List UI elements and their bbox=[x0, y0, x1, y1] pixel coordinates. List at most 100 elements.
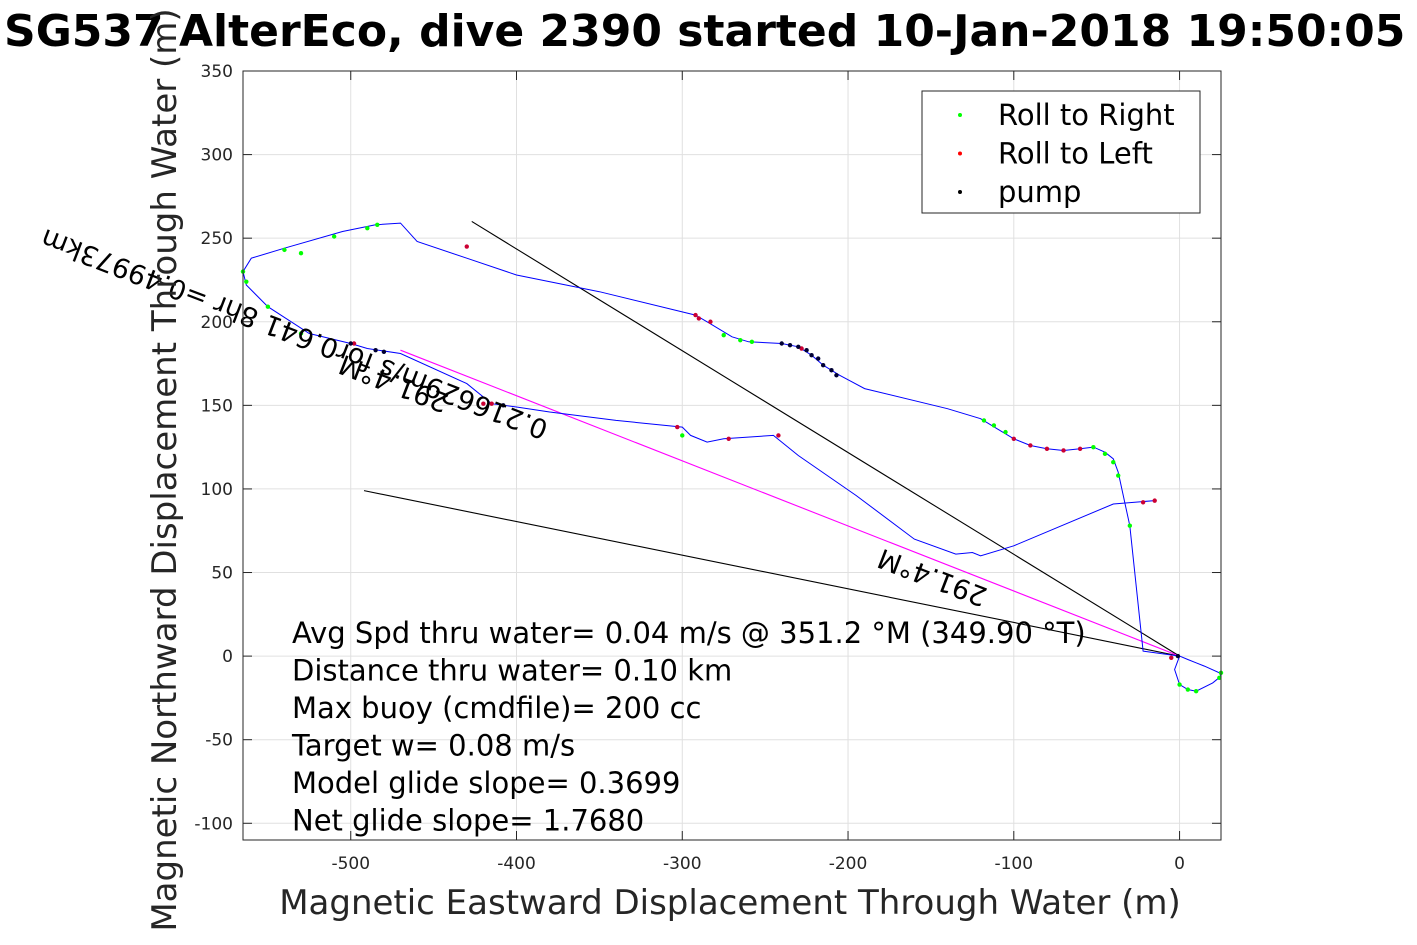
heading-line bbox=[400, 349, 1180, 657]
roll-left-point bbox=[489, 401, 494, 406]
pump-point bbox=[501, 403, 506, 408]
pump-point bbox=[804, 347, 809, 353]
x-tick-label: -400 bbox=[497, 854, 536, 874]
y-tick-label: 150 bbox=[201, 396, 233, 416]
x-tick-label: 0 bbox=[1174, 854, 1185, 874]
roll-right-point bbox=[1217, 675, 1222, 681]
annotation-line: Target w= 0.08 m/s bbox=[291, 729, 575, 763]
roll-right-point bbox=[282, 247, 287, 253]
roll-right-point bbox=[749, 339, 755, 345]
roll-right-point bbox=[1111, 459, 1116, 465]
pump-point bbox=[834, 373, 839, 378]
roll-right-point bbox=[265, 304, 271, 309]
pump-point bbox=[348, 341, 353, 346]
roll-right-point bbox=[298, 251, 304, 256]
pump-point bbox=[381, 349, 387, 355]
x-tick-label: -200 bbox=[829, 854, 868, 874]
roll-right-point bbox=[298, 331, 304, 336]
y-tick-label: -50 bbox=[205, 731, 233, 751]
y-tick-label: 100 bbox=[201, 480, 233, 500]
grid bbox=[243, 70, 1221, 840]
pump-point bbox=[373, 347, 378, 353]
roll-left-point bbox=[799, 346, 804, 351]
legend-label: pump bbox=[998, 175, 1081, 209]
roll-right-point bbox=[1116, 473, 1121, 478]
roll-right-point bbox=[738, 337, 743, 343]
roll-left-point bbox=[1011, 436, 1016, 441]
roll-right-point bbox=[1177, 682, 1182, 687]
pump-point bbox=[1175, 653, 1181, 659]
x-tick-label: -100 bbox=[994, 854, 1033, 874]
roll-left-point bbox=[1061, 448, 1066, 453]
y-axis-label: Magnetic Northward Displacement Through … bbox=[145, 8, 185, 931]
legend-marker bbox=[958, 190, 962, 194]
roll-left-point bbox=[726, 436, 731, 441]
roll-left-point bbox=[1044, 446, 1050, 452]
roll-left-point bbox=[351, 341, 357, 346]
annotation-line: Distance thru water= 0.10 km bbox=[292, 654, 732, 688]
pump-point bbox=[809, 352, 814, 358]
roll-right-point bbox=[991, 423, 997, 428]
roll-right-point bbox=[365, 225, 370, 231]
pump-point bbox=[829, 368, 834, 373]
roll-right-point bbox=[680, 433, 685, 438]
roll-left-point bbox=[675, 424, 680, 430]
pump-point bbox=[820, 363, 826, 368]
pump-point bbox=[815, 356, 821, 361]
annotation-line: Avg Spd thru water= 0.04 m/s @ 351.2 °M … bbox=[292, 616, 1086, 650]
legend: Roll to Right Roll to Left pump bbox=[921, 90, 1201, 214]
roll-right-point bbox=[1003, 429, 1008, 435]
annotation-line: Max buoy (cmdfile)= 200 cc bbox=[292, 691, 701, 725]
legend-label: Roll to Right bbox=[998, 98, 1175, 132]
legend-marker bbox=[958, 113, 962, 117]
roll-left-point bbox=[481, 401, 486, 406]
roll-right-point bbox=[1091, 444, 1096, 450]
y-tick-label: 50 bbox=[211, 564, 233, 584]
axis-ticks: -500 -400 -300 -200 -100 0-100-50050100150200… bbox=[194, 62, 1221, 874]
roll-left-point bbox=[693, 312, 698, 318]
roll-left-point bbox=[464, 244, 469, 249]
x-axis-label: Magnetic Eastward Displacement Through W… bbox=[279, 883, 1181, 923]
y-tick-label: -100 bbox=[194, 814, 233, 834]
y-tick-label: 300 bbox=[201, 146, 233, 166]
roll-right-point bbox=[1193, 689, 1199, 694]
roll-right-point bbox=[1127, 523, 1133, 528]
heading-line bbox=[471, 220, 1180, 657]
roll-right-point bbox=[244, 279, 249, 284]
roll-right-point bbox=[981, 418, 987, 423]
roll-left-point bbox=[1152, 498, 1157, 503]
roll-left-point bbox=[1028, 443, 1033, 448]
roll-right-point bbox=[1102, 451, 1108, 457]
pump-point bbox=[796, 344, 801, 350]
annotation-block: Avg Spd thru water= 0.04 m/s @ 351.2 °M … bbox=[291, 616, 1086, 838]
roll-left-point bbox=[1140, 500, 1146, 505]
y-tick-label: 200 bbox=[201, 313, 233, 333]
legend-label: Roll to Left bbox=[998, 137, 1153, 171]
heading-lines bbox=[363, 220, 1180, 657]
roll-left-point bbox=[1169, 655, 1174, 660]
roll-right-point bbox=[721, 332, 726, 338]
roll-right-point bbox=[331, 234, 337, 239]
y-tick-label: 250 bbox=[201, 229, 233, 249]
chart-title: SG537 AlterEco, dive 2390 started 10-Jan… bbox=[4, 6, 1405, 57]
x-tick-label: -300 bbox=[663, 854, 702, 874]
legend-box bbox=[921, 90, 1201, 214]
legend-marker bbox=[958, 151, 962, 156]
roll-left-point bbox=[776, 433, 781, 438]
y-tick-label: 350 bbox=[201, 62, 233, 82]
heading-line bbox=[363, 490, 1180, 657]
annotation-line: Net glide slope= 1.7680 bbox=[292, 804, 644, 838]
annotation-line: Model glide slope= 0.3699 bbox=[292, 766, 680, 800]
plot-frame bbox=[242, 70, 1222, 841]
roll-left-point bbox=[696, 316, 702, 321]
points bbox=[240, 222, 1224, 694]
roll-right-point bbox=[375, 222, 380, 227]
roll-right-point bbox=[1185, 687, 1191, 692]
roll-left-point bbox=[1077, 446, 1083, 452]
pump-point bbox=[787, 342, 793, 348]
y-tick-label: 0 bbox=[222, 647, 233, 667]
roll-left-point bbox=[708, 319, 713, 324]
pump-point bbox=[779, 341, 784, 346]
x-tick-label: -500 bbox=[331, 854, 370, 874]
